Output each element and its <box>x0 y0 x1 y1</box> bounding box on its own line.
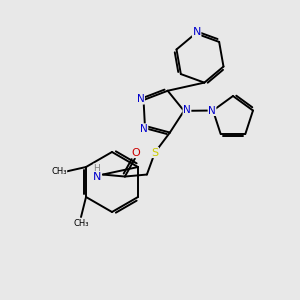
Text: N: N <box>183 105 191 115</box>
Text: N: N <box>140 124 148 134</box>
Text: S: S <box>151 148 158 158</box>
Text: CH₃: CH₃ <box>73 220 89 229</box>
Text: H: H <box>94 164 100 173</box>
Text: N: N <box>137 94 144 104</box>
Text: O: O <box>131 148 140 158</box>
Text: CH₃: CH₃ <box>51 167 67 176</box>
Text: N: N <box>93 172 101 182</box>
Text: N: N <box>193 27 201 38</box>
Text: N: N <box>208 106 216 116</box>
